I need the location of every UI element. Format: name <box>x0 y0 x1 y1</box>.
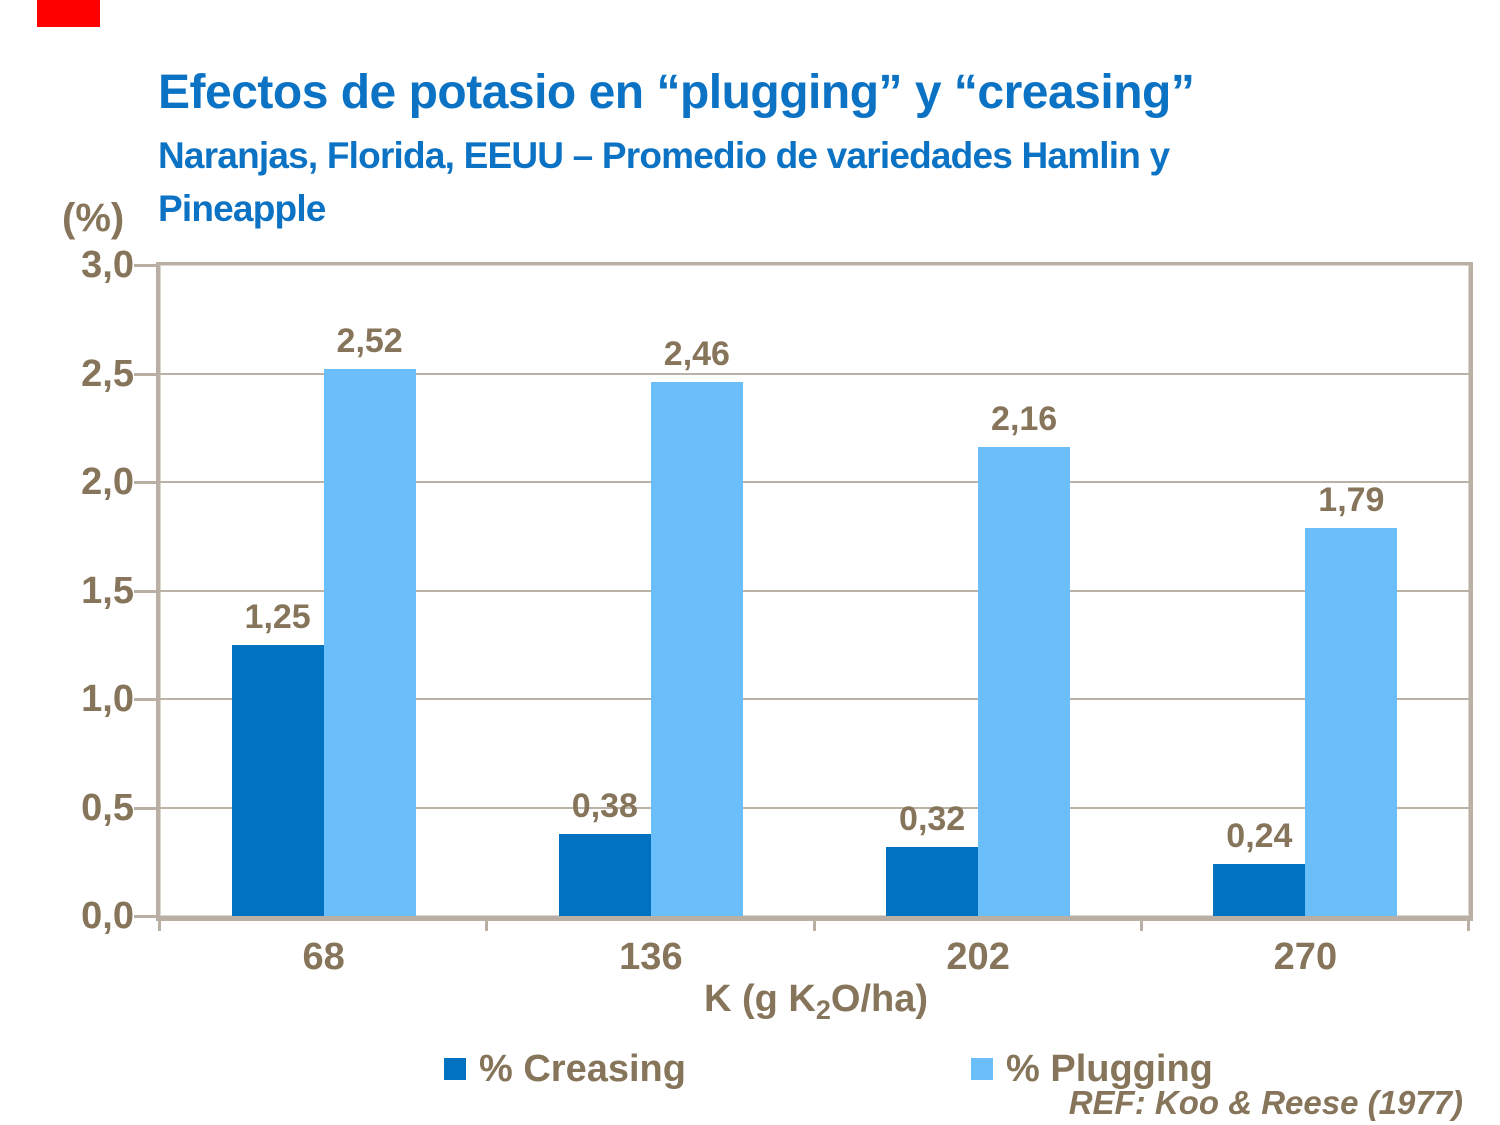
header-block: Efectos de potasio en “plugging” y “crea… <box>158 66 1348 235</box>
legend-item-plugging: % Plugging <box>971 1046 1213 1092</box>
y-tick-label: 1,0 <box>81 678 134 720</box>
y-tick-label: 3,0 <box>81 244 134 286</box>
x-tick-mark <box>1467 918 1470 931</box>
x-tick-mark <box>812 918 816 931</box>
y-tick-mark <box>134 698 157 701</box>
y-tick-mark <box>134 481 157 484</box>
plugging-swatch-icon <box>971 1058 993 1080</box>
legend-label-plugging: % Plugging <box>1006 1048 1213 1090</box>
slide-subtitle-line2: Pineapple <box>158 187 326 229</box>
bar <box>231 644 324 916</box>
corner-red-flag <box>37 0 100 27</box>
y-tick-label: 1,5 <box>81 569 134 612</box>
y-tick-mark <box>134 915 157 918</box>
gridline <box>160 481 1469 483</box>
y-tick-mark <box>134 372 157 376</box>
gridline <box>160 806 1469 809</box>
x-tick-mark <box>158 918 161 931</box>
x-tick-mark <box>1139 918 1143 931</box>
bar <box>323 369 416 916</box>
bar-value-label: 0,38 <box>571 786 638 825</box>
x-axis-title-post: O/ha) <box>830 978 929 1020</box>
bar-value-label: 1,25 <box>244 597 311 636</box>
x-axis-title-subscript: 2 <box>815 995 831 1025</box>
bar-value-label: 2,52 <box>336 322 403 361</box>
bar <box>650 382 743 916</box>
x-axis-title-pre: K (g K <box>703 978 816 1020</box>
x-tick-mark <box>485 918 489 931</box>
plot-area: 1,25 2,52 0,38 2,46 0,32 2,16 0,24 1,79 <box>156 262 1473 921</box>
bar-value-label: 2,46 <box>663 335 730 374</box>
bar-value-label: 2,16 <box>991 400 1058 439</box>
bar-value-label: 0,24 <box>1226 816 1293 855</box>
y-tick-label: 0,0 <box>81 895 134 937</box>
category-label: 136 <box>619 936 683 978</box>
bar <box>1213 863 1306 916</box>
y-tick-label: 2,5 <box>81 352 134 395</box>
slide-title: Efectos de potasio en “plugging” y “crea… <box>158 66 1195 119</box>
category-label: 270 <box>1273 936 1338 978</box>
y-tick-mark <box>134 264 157 267</box>
y-tick-label: 2,0 <box>81 461 134 503</box>
bar <box>886 846 979 916</box>
category-label: 68 <box>302 936 345 978</box>
legend-label-creasing: % Creasing <box>479 1048 686 1090</box>
y-tick-label: 0,5 <box>81 786 134 829</box>
bar <box>558 833 651 916</box>
bar <box>978 447 1071 916</box>
creasing-swatch-icon <box>444 1058 466 1080</box>
gridline <box>160 372 1469 375</box>
legend-item-creasing: % Creasing <box>444 1046 686 1092</box>
y-tick-mark <box>134 589 157 593</box>
y-axis-unit-label: (%) <box>62 196 125 240</box>
reference-text: REF: Koo & Reese (1977) <box>1068 1084 1463 1121</box>
y-tick-mark <box>134 806 157 810</box>
bar <box>1305 527 1398 916</box>
category-label: 202 <box>946 936 1010 978</box>
gridline <box>160 589 1469 592</box>
slide-subtitle-line1: Naranjas, Florida, EEUU – Promedio de va… <box>158 135 1170 177</box>
gridline <box>160 698 1469 700</box>
bar-value-label: 1,79 <box>1318 480 1385 519</box>
x-axis-title: K (g K2O/ha) <box>566 978 1066 1026</box>
slide-subtitle: Naranjas, Florida, EEUU – Promedio de va… <box>158 130 1348 235</box>
bar-value-label: 0,32 <box>899 799 966 838</box>
